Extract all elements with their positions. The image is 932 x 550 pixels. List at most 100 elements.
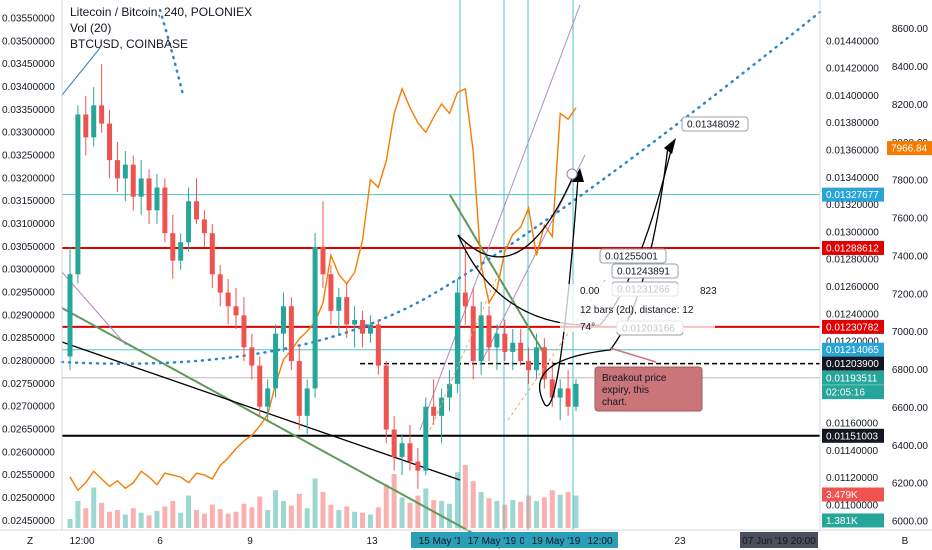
time-highlight-box-0 (411, 532, 475, 548)
measure-line-a (507, 279, 606, 421)
volume-bar-54 (494, 501, 500, 528)
candle-63 (565, 370, 571, 416)
volume-bar-38 (367, 514, 373, 528)
volume-bar-46 (431, 500, 437, 528)
time-tick-2: 9 (247, 536, 253, 547)
volume-bar-22 (241, 503, 247, 528)
candle-42 (399, 434, 405, 476)
candle-27 (280, 292, 286, 352)
candle-10 (146, 169, 152, 225)
mid-axis-tick-11: 0.01220000 (826, 337, 879, 348)
purple-line-left (61, 271, 127, 346)
candle-body-60 (541, 347, 547, 380)
candle-48 (447, 370, 452, 412)
candle-body-57 (518, 342, 524, 362)
measure-value-tail: 823 (700, 286, 717, 297)
candle-body-59 (533, 347, 539, 371)
mid-axis-tick-17: 0.01100000 (826, 500, 879, 511)
mid-axis-tick-3: 0.01380000 (826, 118, 879, 129)
candle-46 (431, 379, 437, 425)
left-axis-tick-18: 0.02650000 (2, 425, 55, 436)
callout-box-2 (611, 263, 679, 279)
candle-body-26 (273, 333, 279, 389)
candle-body-35 (344, 297, 350, 325)
candle-body-33 (328, 274, 334, 311)
breakout-note-box (594, 366, 703, 412)
blue-line-top (61, 47, 101, 96)
left-axis-tick-10: 0.03050000 (2, 242, 55, 253)
volume-bar-30 (304, 508, 310, 528)
candle-7 (122, 150, 128, 202)
legend-indicator: Vol (20) (70, 21, 112, 35)
volume-bar-42 (399, 497, 405, 528)
volume-bar-53 (486, 498, 492, 528)
time-highlight-box-4 (582, 532, 618, 548)
candle-body-3 (91, 105, 97, 138)
candle-13 (170, 214, 176, 279)
candle-14 (178, 233, 184, 270)
time-highlight-label-3: 19 May '19 (532, 536, 581, 547)
candle-body-34 (336, 297, 342, 311)
volume-bar-35 (344, 506, 350, 528)
left-axis-tick-8: 0.03150000 (2, 196, 55, 207)
projection-curve-3 (539, 145, 669, 406)
candle-50 (462, 242, 468, 325)
candle-0 (67, 246, 73, 371)
right-axis-tick-2: 8200.00 (892, 100, 929, 111)
time-tick-1: 6 (157, 536, 163, 547)
price-tag-label-9: 3.479K (826, 490, 858, 501)
time-tick-0: 12:00 (69, 536, 94, 547)
right-axis-tick-11: 6400.00 (892, 441, 929, 452)
price-tag-label-6: 0.01193511 (826, 373, 878, 384)
candle-9 (138, 160, 144, 215)
candle-60 (541, 338, 547, 389)
candle-18 (209, 224, 215, 288)
candle-33 (328, 265, 334, 325)
candle-body-29 (296, 361, 302, 416)
candle-56 (510, 329, 516, 371)
right-axis-tick-13: 6000.00 (892, 517, 929, 528)
candle-24 (257, 356, 263, 416)
volume-bar-1 (75, 501, 81, 528)
candle-59 (533, 333, 539, 380)
mid-axis-tick-2: 0.01400000 (826, 91, 879, 102)
price-tag-label-4: 0.01214065 (826, 345, 879, 356)
candle-body-45 (423, 406, 429, 471)
volume-bar-58 (526, 495, 532, 528)
candle-body-7 (122, 164, 128, 179)
candle-body-1 (75, 114, 81, 275)
measure-line-b (429, 269, 501, 431)
candle-39 (375, 319, 381, 375)
price-tag-box-5 (822, 356, 884, 371)
candle-body-30 (304, 388, 310, 416)
measure-bars: 12 bars (2d), distance: 12 (580, 305, 694, 316)
time-highlight-box-1 (460, 532, 524, 548)
candle-64 (573, 379, 579, 412)
candle-57 (518, 329, 524, 366)
left-axis-tick-19: 0.02600000 (2, 447, 55, 458)
candle-62 (557, 379, 563, 421)
volume-bar-8 (130, 508, 136, 528)
candle-body-63 (565, 388, 571, 407)
candle-body-64 (573, 383, 579, 407)
black-trendline (61, 341, 461, 481)
volume-bar-41 (391, 474, 397, 528)
callout-box-0 (681, 116, 749, 132)
volume-bar-39 (375, 507, 381, 528)
candle-body-24 (257, 365, 263, 407)
volume-bar-52 (478, 492, 484, 528)
price-tag-label-1: 0.01327677 (826, 190, 879, 201)
callout-label-1: 0.01255001 (605, 252, 658, 263)
volume-bar-57 (518, 501, 524, 528)
volume-bar-24 (257, 496, 263, 528)
price-tag-box-0 (887, 141, 932, 156)
candle-30 (304, 379, 310, 435)
volume-bar-51 (470, 481, 476, 528)
candle-body-51 (470, 306, 476, 362)
left-axis-tick-0: 0.03550000 (2, 14, 55, 25)
candle-20 (225, 278, 231, 325)
left-axis-tick-3: 0.03400000 (2, 82, 55, 93)
purple-channel-a (419, 4, 581, 431)
candle-38 (367, 315, 373, 343)
